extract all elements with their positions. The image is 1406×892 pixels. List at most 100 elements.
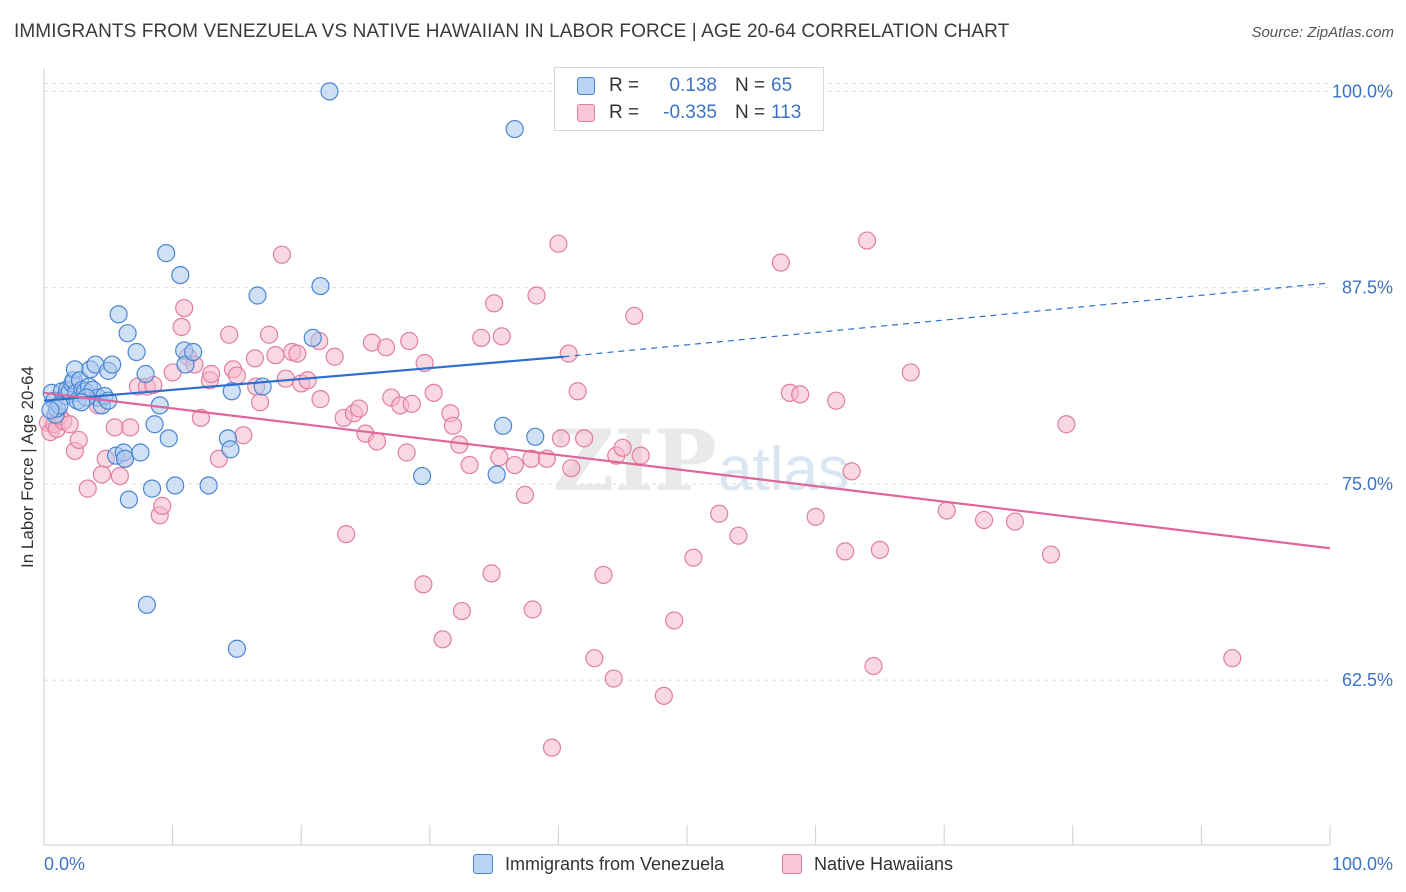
venezuela-point — [159, 429, 178, 448]
native-hawaiian-point — [460, 455, 479, 475]
native-hawaiian-point — [631, 446, 650, 465]
venezuela-point — [505, 119, 524, 139]
venezuela-point — [127, 342, 146, 362]
native-hawaiian-point — [542, 738, 562, 757]
native-hawaiian-point — [397, 443, 416, 462]
legend-row-venezuela: R = 0.138 N = 65 — [577, 74, 792, 98]
native-hawaiian-point — [864, 656, 883, 676]
native-hawaiian-point — [594, 565, 613, 585]
y-tick-label: 62.5% — [1342, 670, 1393, 690]
legend-item-hawaiians[interactable]: Native Hawaiians — [782, 852, 953, 876]
r-value: -0.335 — [663, 102, 717, 123]
native-hawaiian-point — [523, 600, 542, 619]
native-hawaiian-point — [452, 601, 472, 621]
n-label: N = — [735, 102, 766, 123]
native-hawaiian-point — [288, 344, 307, 363]
native-hawaiian-point — [549, 234, 568, 253]
native-hawaiian-point — [710, 504, 729, 523]
venezuela-point — [221, 440, 240, 459]
native-hawaiian-point — [78, 479, 97, 498]
venezuela-point — [184, 342, 203, 362]
r-value: 0.138 — [669, 75, 717, 96]
native-hawaiian-point — [771, 253, 790, 272]
trend-lines — [43, 282, 1331, 550]
native-hawaiian-point — [1041, 545, 1061, 564]
venezuela-point — [248, 286, 267, 305]
native-hawaiian-point — [175, 298, 194, 318]
y-tick-label: 75.0% — [1342, 474, 1393, 494]
native-hawaiian-point — [337, 525, 356, 544]
native-hawaiian-point — [585, 649, 604, 668]
pink-swatch-icon — [577, 104, 595, 122]
correlation-legend: R = 0.138 N = 65 R = -0.335 N = 113 — [554, 67, 824, 131]
legend-row-hawaiians: R = -0.335 N = 113 — [577, 101, 801, 125]
tick-labels: 62.5% 75.0% 87.5% 100.0% 0.0% 100.0% — [44, 81, 1393, 874]
y-tick-label: 87.5% — [1342, 278, 1393, 298]
venezuela-point — [103, 355, 122, 374]
native-hawaiian-point — [110, 466, 129, 486]
native-hawaiian-point — [433, 630, 452, 649]
native-hawaiian-point — [827, 391, 846, 410]
native-hawaiian-point — [654, 686, 673, 705]
native-hawaiian-point — [806, 507, 825, 526]
venezuela-trend-line — [43, 355, 564, 402]
venezuela-point — [41, 401, 60, 420]
native-hawaiian-point — [414, 575, 433, 594]
venezuela-point — [526, 427, 545, 446]
native-hawaiian-point — [857, 231, 877, 250]
venezuela-trend-extension — [563, 282, 1331, 358]
venezuela-point — [157, 244, 176, 263]
native-hawaiian-point — [665, 611, 684, 630]
n-value: 65 — [771, 75, 793, 96]
native-hawaiian-point — [870, 540, 890, 559]
x-tick-label: 100.0% — [1332, 854, 1393, 874]
native-hawaiian-point — [272, 245, 292, 264]
native-hawaiian-point — [562, 459, 581, 478]
chart-title: IMMIGRANTS FROM VENEZUELA VS NATIVE HAWA… — [14, 21, 1010, 42]
native-hawaiian-point — [1005, 512, 1025, 531]
venezuela-point — [119, 490, 138, 509]
native-hawaiian-point — [901, 363, 920, 382]
native-hawaiian-point — [311, 390, 330, 409]
n-value: 113 — [771, 102, 802, 123]
native-hawaiian-point — [1057, 415, 1076, 434]
native-hawaiian-point — [234, 426, 253, 445]
venezuela-point — [131, 443, 150, 462]
venezuela-point — [494, 416, 513, 435]
native-hawaiian-point — [937, 501, 956, 520]
native-hawaiian-point — [482, 564, 501, 583]
watermark-atlas: atlas — [718, 435, 849, 504]
native-hawaiian-point — [791, 385, 810, 404]
native-hawaiian-point — [245, 349, 265, 368]
native-hawaiian-point — [153, 496, 172, 515]
blue-swatch-icon — [577, 77, 595, 95]
pink-swatch-icon — [782, 854, 802, 874]
venezuela-points — [41, 82, 545, 658]
venezuela-point — [303, 328, 322, 347]
legend-item-venezuela[interactable]: Immigrants from Venezuela — [473, 852, 724, 876]
native-hawaiian-point — [551, 429, 571, 448]
venezuela-point — [137, 595, 156, 614]
venezuela-point — [145, 415, 164, 434]
native-hawaiian-point — [472, 328, 491, 347]
axes — [43, 68, 1331, 846]
venezuela-point — [166, 476, 185, 495]
native-hawaiian-point — [349, 399, 369, 418]
native-hawaiian-point — [575, 429, 594, 448]
hawaiian-trend-line — [43, 391, 1331, 550]
venezuela-point — [109, 305, 128, 324]
venezuela-point — [142, 479, 162, 498]
venezuela-point — [320, 82, 339, 101]
native-hawaiian-point — [505, 455, 524, 475]
source-label: Source: ZipAtlas.com — [1251, 24, 1394, 41]
native-hawaiian-point — [202, 364, 221, 384]
native-hawaiian-point — [515, 485, 535, 504]
legend-label: Native Hawaiians — [814, 853, 954, 874]
n-label: N = — [735, 75, 766, 96]
native-hawaiian-point — [559, 344, 578, 363]
native-hawaiian-point — [604, 669, 623, 688]
r-label: R = — [609, 75, 640, 96]
native-hawaiian-point — [400, 331, 419, 351]
native-hawaiian-point — [298, 371, 317, 390]
